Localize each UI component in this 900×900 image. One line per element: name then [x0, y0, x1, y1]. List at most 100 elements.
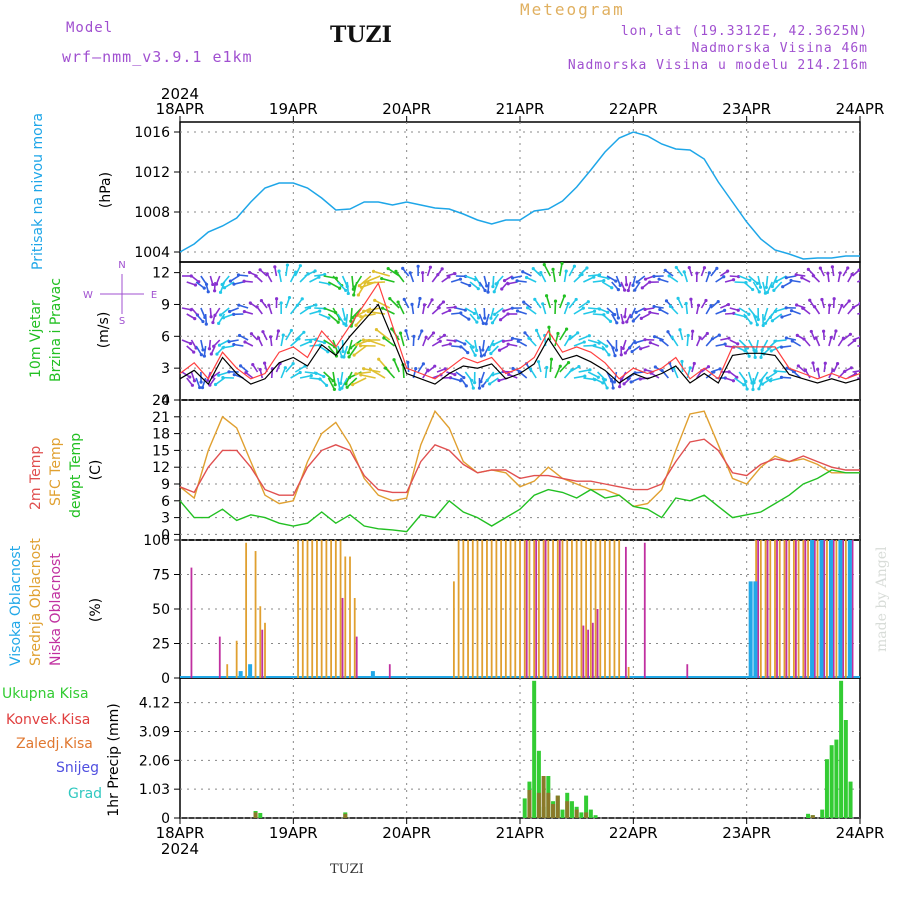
wind-arrow-head — [212, 289, 217, 293]
wind-arrow-head — [623, 351, 627, 355]
wind-arrow-head — [835, 362, 840, 366]
wind-arrow — [568, 365, 580, 373]
wind-arrow — [534, 298, 542, 309]
wind-arrow — [677, 298, 684, 309]
wind-arrow-head — [489, 351, 493, 356]
wind-arrow — [327, 313, 339, 323]
wind-arrow-head — [629, 315, 633, 319]
wind-arrow-head — [332, 387, 337, 391]
wind-arrow — [592, 377, 604, 384]
wind-arrow-head — [468, 283, 472, 288]
wind-arrow-head — [668, 304, 673, 308]
wind-arrow-head — [631, 319, 635, 323]
wind-arrow — [532, 268, 542, 277]
wind-arrow-head — [247, 270, 252, 275]
wind-arrow-head — [820, 297, 824, 302]
ytick-label: 50 — [152, 602, 170, 618]
wind-arrow — [782, 281, 792, 288]
wind-arrow — [239, 334, 249, 341]
wind-arrow-head — [812, 305, 817, 309]
wind-arrow — [775, 307, 787, 313]
wind-arrow-head — [755, 281, 760, 285]
wind-arrow — [660, 339, 669, 347]
wind-arrow-head — [352, 353, 356, 357]
wind-arrow-head — [209, 352, 213, 356]
wind-arrow — [337, 313, 345, 325]
total-precip-bar — [593, 815, 598, 818]
wind-arrow-head — [773, 339, 777, 343]
wind-arrow — [299, 374, 312, 379]
wind-arrow-head — [354, 343, 359, 347]
station-title: TUZI — [330, 22, 392, 48]
wind-arrow-head — [438, 339, 442, 343]
wind-arrow-head — [795, 333, 799, 337]
wind-arrow-head — [779, 375, 784, 379]
wind-arrow-head — [487, 347, 491, 352]
wind-arrow-head — [211, 320, 215, 325]
wind-arrow — [791, 309, 801, 315]
wind-arrow-head — [566, 302, 570, 306]
wind-arrow-head — [248, 301, 252, 305]
wind-arrow-head — [207, 347, 212, 351]
xtick-label-bottom: 19APR — [269, 824, 318, 842]
wind-arrow-head — [283, 366, 287, 370]
wind-arrow — [474, 307, 480, 319]
xtick-label-bottom: 24APR — [836, 824, 885, 842]
wind-gust-line — [179, 281, 861, 380]
wind-arrow — [759, 371, 769, 382]
wind-arrow — [294, 331, 305, 341]
wind-arrow — [469, 377, 475, 389]
wind-arrow-head — [232, 312, 236, 316]
ytick-label: 3.09 — [139, 724, 170, 740]
wind-arrow — [368, 339, 386, 347]
wind-arrow-head — [618, 283, 622, 288]
wind-arrow-head — [410, 302, 414, 306]
wind-arrow-head — [380, 276, 384, 281]
wind-arrow — [790, 279, 801, 283]
wind-arrow — [661, 370, 670, 379]
wind-arrow — [537, 361, 542, 373]
ytick-label: 1016 — [134, 125, 170, 141]
wind-arrow-head — [414, 366, 418, 371]
wind-arrow-head — [497, 348, 502, 352]
wind-arrow-head — [629, 380, 633, 384]
wind-arrow-head — [313, 269, 317, 273]
wind-arrow — [492, 275, 495, 287]
wind-arrow-head — [749, 321, 753, 325]
wind-arrow-head — [402, 297, 406, 301]
wind-arrow-head — [386, 266, 390, 271]
ytick-label: 0 — [161, 811, 170, 827]
wind-arrow — [512, 275, 523, 279]
wind-arrow-head — [809, 329, 813, 334]
wind-arrow — [743, 313, 752, 324]
wind-arrow-head — [483, 288, 487, 293]
wind-arrow-head — [864, 344, 867, 347]
wind-arrow-head — [626, 288, 630, 293]
wind-arrow-head — [756, 317, 760, 322]
ytick-label: 4.12 — [139, 696, 170, 712]
total-precip-bar — [834, 739, 839, 818]
wind-arrow — [469, 345, 476, 356]
wind-arrow-head — [639, 316, 643, 320]
wind-arrow — [318, 377, 328, 386]
wind-arrow-head — [479, 354, 484, 358]
wind-arrow — [769, 307, 778, 318]
wind-arrow — [583, 377, 595, 381]
wind-arrow — [474, 275, 482, 286]
wind-arrow — [407, 362, 410, 373]
wind-arrow — [559, 328, 568, 341]
wind-arrow — [219, 339, 230, 346]
pressure-line — [179, 131, 860, 260]
wind-arrow-head — [309, 339, 313, 344]
wind-arrow — [304, 304, 317, 309]
wind-arrow-head — [758, 285, 763, 289]
wind-arrow — [485, 313, 490, 324]
wind-arrow — [314, 307, 325, 310]
wind-arrow-head — [276, 329, 280, 333]
wind-arrow — [710, 368, 721, 373]
wind-arrow-head — [849, 366, 853, 370]
total-precip-bar — [806, 813, 811, 818]
wind-arrow — [350, 307, 353, 322]
wind-arrow-head — [663, 268, 667, 272]
